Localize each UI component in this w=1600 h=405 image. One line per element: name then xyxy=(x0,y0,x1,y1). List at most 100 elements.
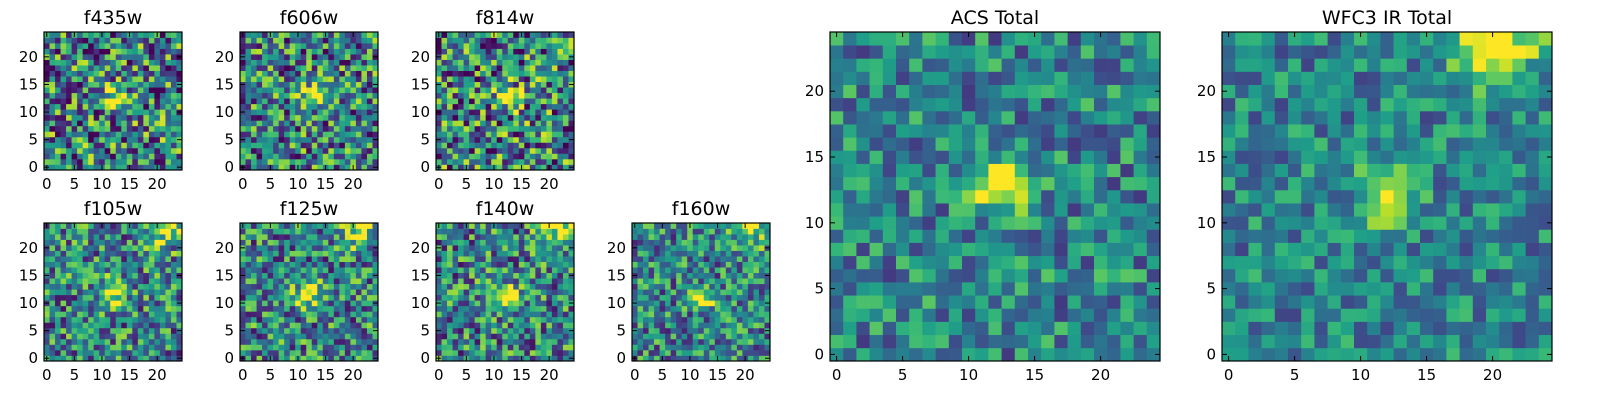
heatmap-cell xyxy=(110,87,116,93)
heatmap-cell xyxy=(447,278,453,284)
heatmap-cell xyxy=(328,87,334,93)
heatmap-cell xyxy=(279,284,285,290)
heatmap-cell xyxy=(160,328,166,334)
heatmap-cell xyxy=(301,273,307,279)
heatmap-cell xyxy=(160,229,166,235)
heatmap-cell xyxy=(469,278,475,284)
heatmap-cell xyxy=(171,234,177,240)
heatmap-cell xyxy=(154,295,160,301)
heatmap-cell xyxy=(345,344,351,350)
heatmap-cell xyxy=(295,240,301,246)
heatmap-cell xyxy=(240,104,246,110)
heatmap-cell xyxy=(295,54,301,60)
heatmap-cell xyxy=(1002,203,1016,217)
heatmap-cell xyxy=(502,159,508,165)
heatmap-cell xyxy=(83,54,89,60)
heatmap-cell xyxy=(856,229,870,243)
heatmap-cell xyxy=(458,32,464,38)
heatmap-cell xyxy=(367,267,373,273)
heatmap-cell xyxy=(988,229,1002,243)
heatmap-cell xyxy=(632,306,638,312)
heatmap-cell xyxy=(105,32,111,38)
heatmap-cell xyxy=(312,32,318,38)
heatmap-cell xyxy=(737,311,743,317)
heatmap-cell xyxy=(251,229,257,235)
heatmap-cell xyxy=(1041,243,1055,257)
heatmap-cell xyxy=(295,333,301,339)
heatmap-cell xyxy=(55,295,61,301)
heatmap-cell xyxy=(709,350,715,356)
heatmap-cell xyxy=(273,256,279,262)
heatmap-cell xyxy=(268,289,274,295)
heatmap-cell xyxy=(726,245,732,251)
heatmap-cell xyxy=(138,273,144,279)
heatmap-cell xyxy=(165,142,171,148)
heatmap-cell xyxy=(632,251,638,257)
heatmap-cell xyxy=(83,109,89,115)
heatmap-cell xyxy=(55,60,61,66)
heatmap-cell xyxy=(704,284,710,290)
heatmap-cell xyxy=(361,109,367,115)
heatmap-cell xyxy=(436,256,442,262)
heatmap-cell xyxy=(704,223,710,229)
heatmap-cell xyxy=(665,344,671,350)
heatmap-cell xyxy=(44,153,50,159)
heatmap-cell xyxy=(1147,269,1161,283)
heatmap-cell xyxy=(513,223,519,229)
heatmap-cell xyxy=(246,120,252,126)
heatmap-cell xyxy=(643,295,649,301)
heatmap-cell xyxy=(453,38,459,44)
heatmap-cell xyxy=(464,273,470,279)
heatmap-cell xyxy=(295,120,301,126)
heatmap-cell xyxy=(306,240,312,246)
heatmap-cell xyxy=(704,328,710,334)
heatmap-cell xyxy=(110,234,116,240)
heatmap-cell xyxy=(66,317,72,323)
heatmap-cell xyxy=(154,76,160,82)
heatmap-cell xyxy=(519,234,525,240)
heatmap-cell xyxy=(328,284,334,290)
heatmap-cell xyxy=(458,223,464,229)
heatmap-cell xyxy=(654,240,660,246)
heatmap-cell xyxy=(480,82,486,88)
heatmap-cell xyxy=(165,229,171,235)
heatmap-cell xyxy=(154,328,160,334)
heatmap-cell xyxy=(480,300,486,306)
heatmap-cell xyxy=(508,131,514,137)
heatmap-cell xyxy=(464,126,470,132)
heatmap-cell xyxy=(552,262,558,268)
heatmap-cell xyxy=(334,333,340,339)
heatmap-cell xyxy=(442,344,448,350)
heatmap-cell xyxy=(519,328,525,334)
heatmap-cell xyxy=(273,300,279,306)
heatmap-cell xyxy=(704,256,710,262)
heatmap-cell xyxy=(61,87,67,93)
heatmap-cell xyxy=(268,306,274,312)
heatmap-cell xyxy=(361,38,367,44)
heatmap-cell xyxy=(132,54,138,60)
heatmap-cell xyxy=(240,267,246,273)
heatmap-cell xyxy=(284,333,290,339)
heatmap-cell xyxy=(469,234,475,240)
heatmap-cell xyxy=(312,251,318,257)
heatmap-cell xyxy=(447,223,453,229)
heatmap-cell xyxy=(475,82,481,88)
heatmap-cell xyxy=(988,322,1002,336)
heatmap-cell xyxy=(753,284,759,290)
heatmap-cell xyxy=(44,317,50,323)
heatmap-cell xyxy=(116,273,122,279)
heatmap-cell xyxy=(171,137,177,143)
heatmap-cell xyxy=(345,278,351,284)
heatmap-cell xyxy=(356,49,362,55)
heatmap-cell xyxy=(83,344,89,350)
heatmap-cell xyxy=(160,131,166,137)
heatmap-cell xyxy=(665,350,671,356)
heatmap-cell xyxy=(143,328,149,334)
heatmap-cell xyxy=(464,148,470,154)
heatmap-cell xyxy=(1094,243,1108,257)
heatmap-cell xyxy=(312,76,318,82)
heatmap-cell xyxy=(295,159,301,165)
heatmap-cell xyxy=(154,54,160,60)
heatmap-cell xyxy=(693,289,699,295)
